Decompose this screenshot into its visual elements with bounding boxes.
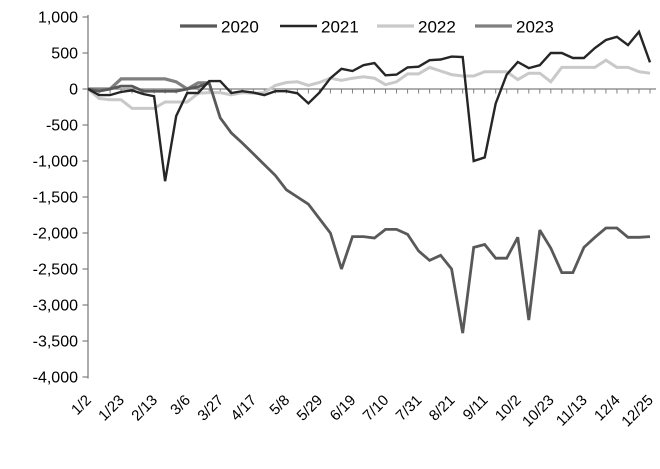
- x-axis-tick-label: 1/23: [95, 392, 128, 425]
- x-axis-tick-label: 9/11: [460, 392, 492, 424]
- y-axis-tick-label: -500: [46, 118, 78, 135]
- x-axis-tick-label: 1/2: [68, 392, 95, 419]
- x-axis-tick-label: 3/27: [194, 392, 227, 425]
- x-axis-tick-label: 12/25: [618, 392, 657, 431]
- x-axis-tick-label: 6/19: [327, 392, 360, 425]
- legend-label-2023: 2023: [516, 18, 554, 37]
- y-axis-tick-label: 500: [51, 46, 78, 63]
- y-axis-tick-label: -4,000: [33, 370, 78, 387]
- x-axis-tick-label: 5/8: [266, 392, 293, 419]
- x-axis-tick-label: 8/21: [426, 392, 459, 425]
- series-line-2020: [87, 81, 651, 334]
- series-line-2021: [87, 29, 652, 182]
- y-axis-tick-label: -2,500: [33, 262, 78, 279]
- x-axis-tick-label: 7/31: [393, 392, 426, 425]
- legend-label-2020: 2020: [221, 18, 259, 37]
- x-axis-tick-label: 11/13: [553, 392, 591, 430]
- y-axis-tick-label: -3,500: [33, 334, 78, 351]
- y-axis-tick-label: -1,000: [33, 154, 78, 171]
- x-axis-tick-label: 4/17: [227, 392, 260, 425]
- legend-label-2022: 2022: [418, 18, 456, 37]
- x-axis-tick-label: 10/23: [519, 392, 558, 431]
- y-axis-tick-label: -3,000: [33, 298, 78, 315]
- y-axis-tick-label: -1,500: [33, 190, 78, 207]
- series-line-2022: [87, 58, 651, 110]
- y-axis-tick-label: 0: [69, 82, 78, 99]
- x-axis-tick-label: 2/13: [128, 392, 161, 425]
- y-axis-tick-label: 1,000: [38, 10, 78, 27]
- x-axis-tick-label: 7/10: [360, 392, 393, 425]
- x-axis-tick-label: 3/6: [167, 392, 194, 419]
- x-axis-tick-label: 5/29: [294, 392, 327, 425]
- y-axis-tick-label: -2,000: [33, 226, 78, 243]
- legend-label-2021: 2021: [321, 18, 359, 37]
